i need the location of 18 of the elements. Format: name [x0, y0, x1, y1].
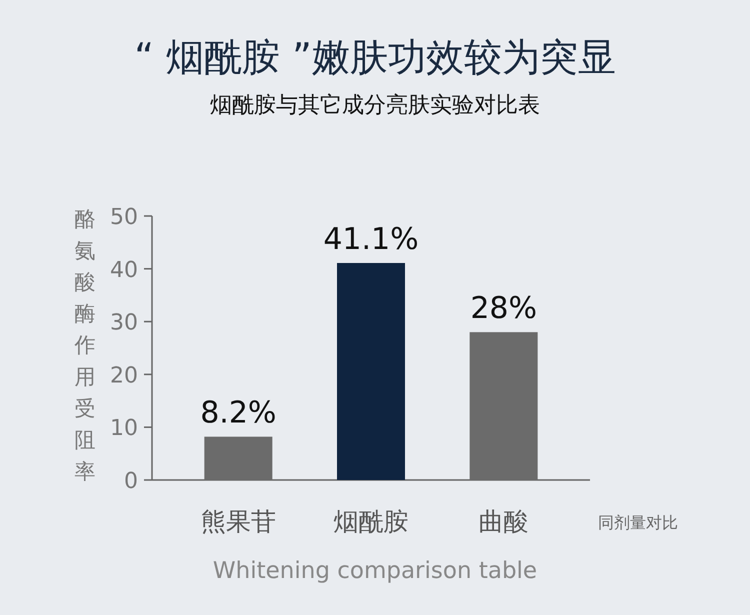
text: 同剂量对比	[598, 513, 678, 532]
text: 酪氨酸酶作用受阻率	[74, 207, 96, 484]
y-tick-label: 0	[124, 469, 138, 494]
chart-title: “ 烟酰胺 ”嫩肤功效较为突显	[134, 35, 616, 79]
y-tick-label: 30	[110, 310, 138, 336]
chart-subtitle: 烟酰胺与其它成分亮肤实验对比表	[210, 93, 540, 118]
x-tick-label: 熊果苷	[200, 507, 276, 536]
text: Whitening comparison table	[212, 558, 538, 584]
y-tick-label: 20	[110, 363, 138, 388]
y-tick-label: 50	[110, 205, 138, 230]
data-label: 8.2%	[200, 396, 276, 431]
y-tick-label: 40	[110, 258, 138, 283]
data-label: 41.1%	[323, 222, 419, 257]
y-tick-label: 10	[110, 416, 138, 442]
data-label: 28%	[470, 291, 538, 326]
x-tick-label: 烟酰胺	[334, 507, 408, 536]
x-tick-label: 曲酸	[478, 507, 529, 536]
bar	[337, 262, 405, 480]
